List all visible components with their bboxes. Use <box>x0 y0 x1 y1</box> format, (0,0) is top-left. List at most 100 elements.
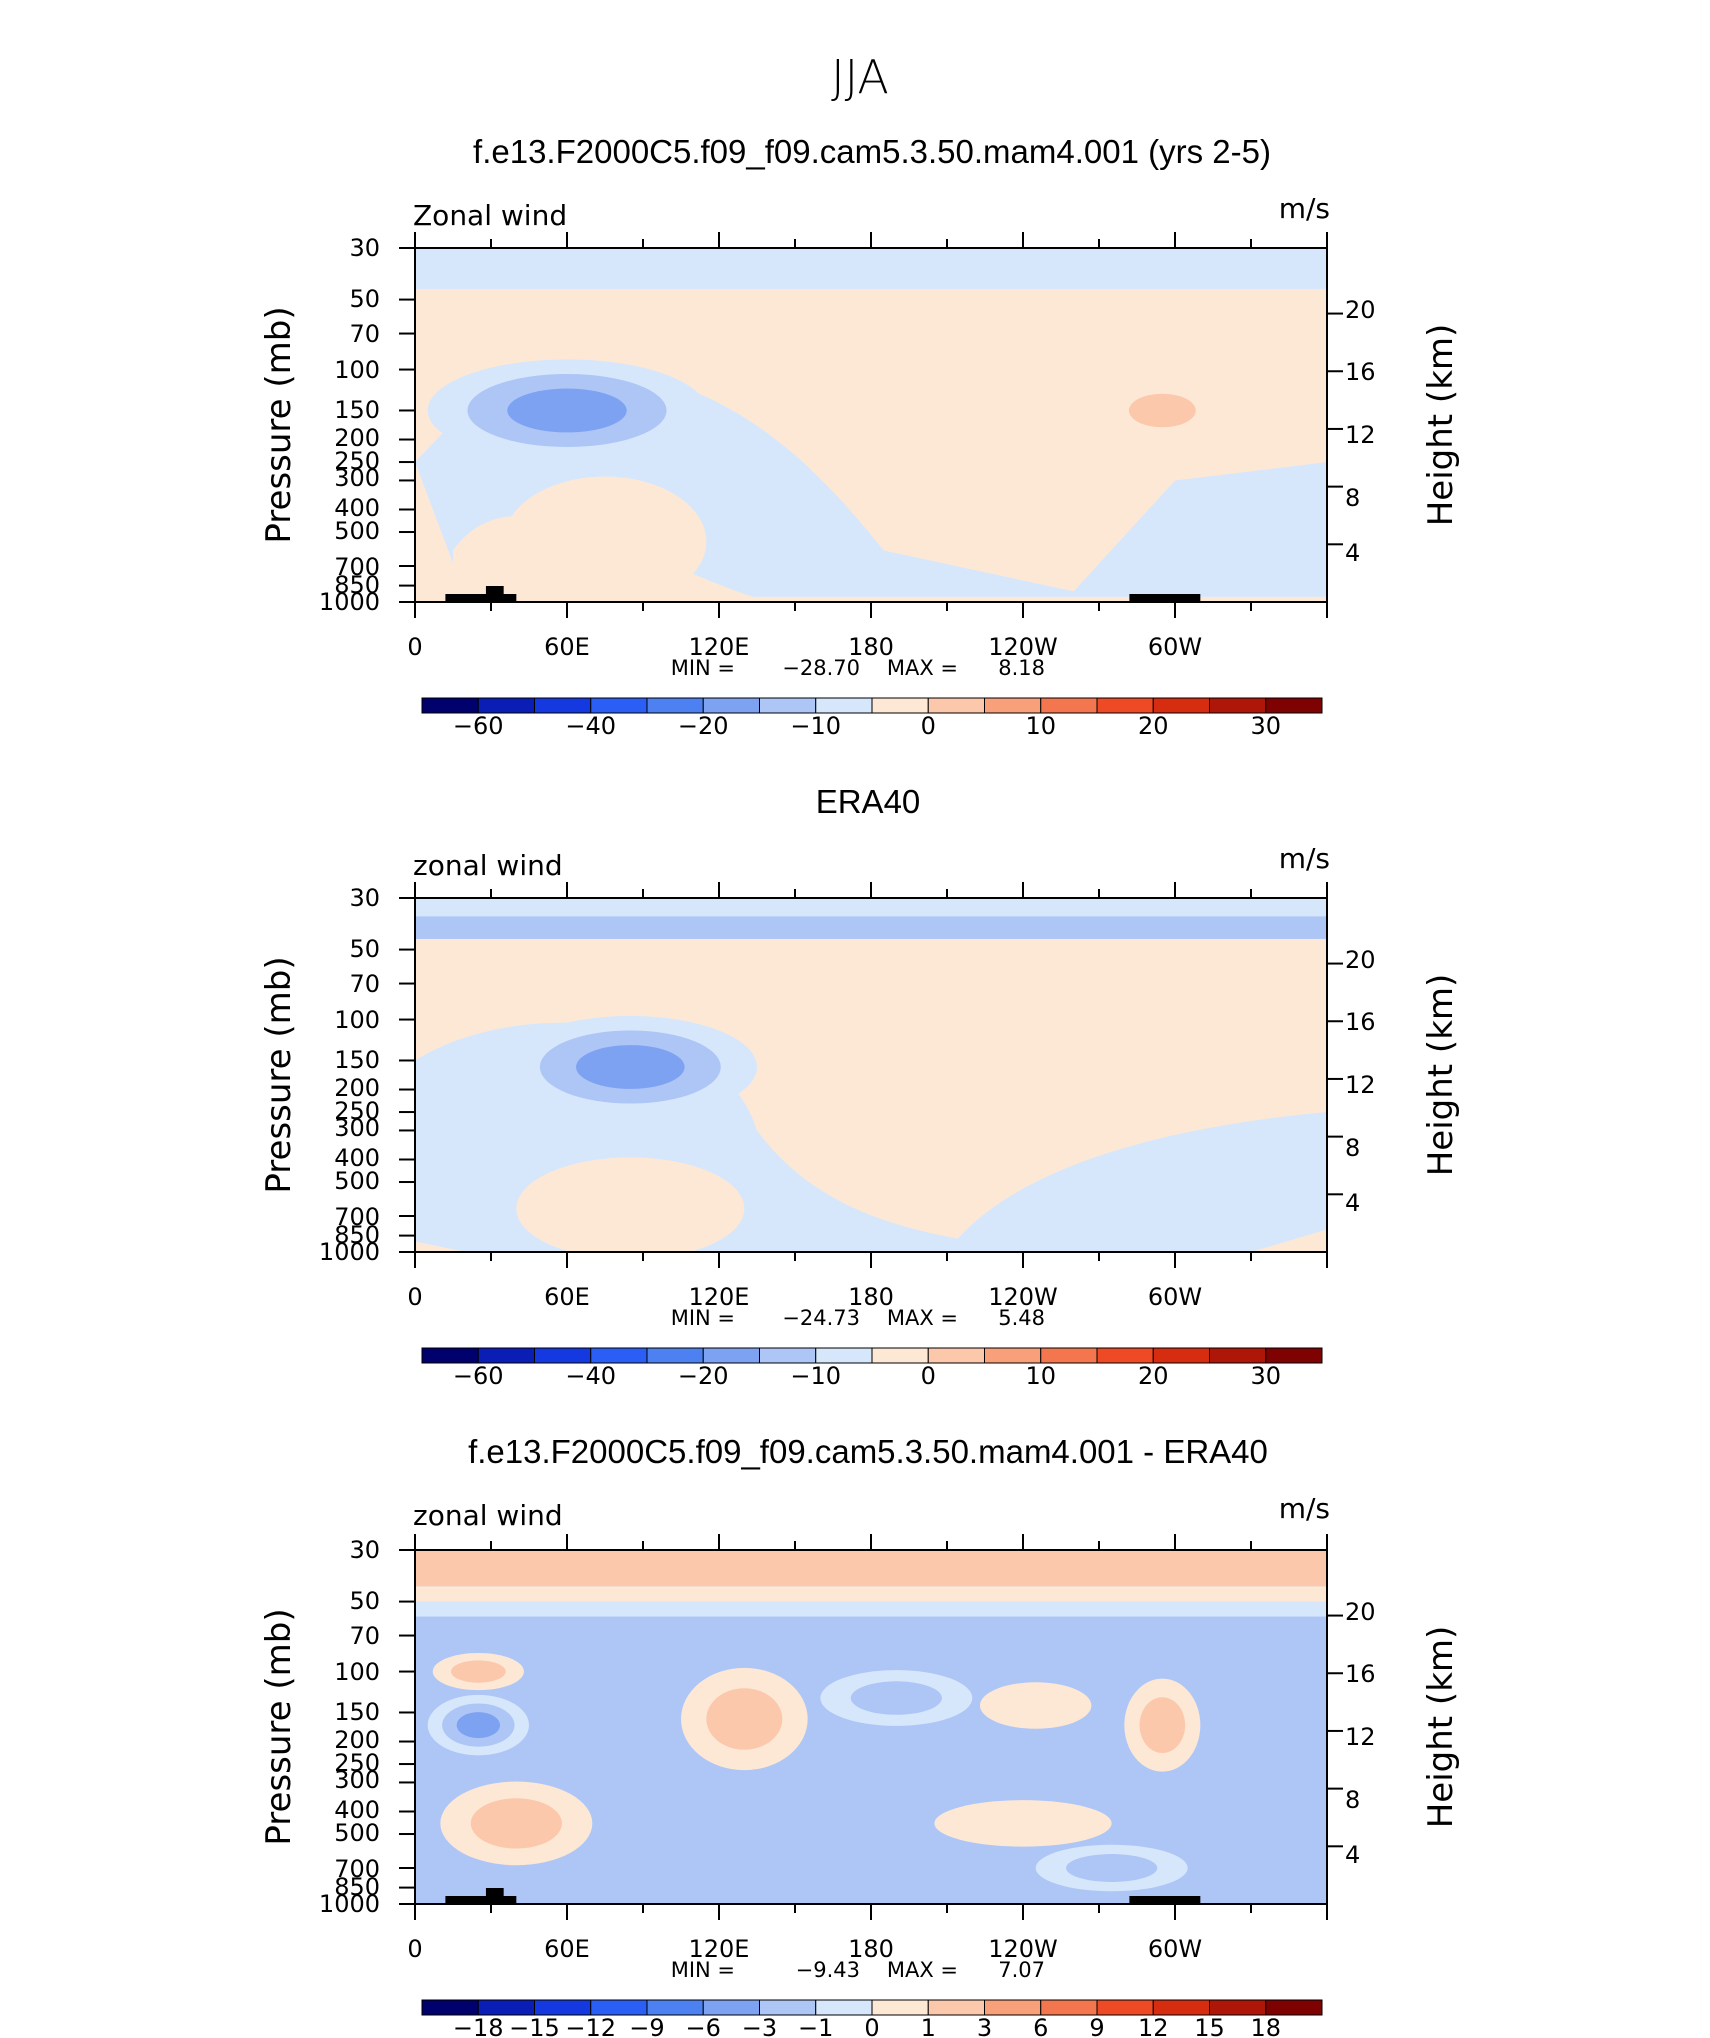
topography-mask <box>485 586 504 602</box>
colorbar-swatch <box>702 1347 760 1364</box>
y-tick-label: 700 <box>334 1855 380 1883</box>
x-tick-label: 0 <box>407 1935 422 1963</box>
negative-contour <box>507 388 627 433</box>
max-label: MAX = <box>887 1306 958 1330</box>
stratosphere-band <box>415 1550 1327 1587</box>
y-tick-label: 850 <box>334 1221 380 1249</box>
colorbar-swatch <box>1209 697 1267 714</box>
y-axis-title: Pressure (mb) <box>259 306 299 543</box>
y-tick-label: 250 <box>334 1097 380 1125</box>
x-tick-label: 60E <box>544 1283 590 1311</box>
variable-label: zonal wind <box>413 849 563 882</box>
y-tick-label: 50 <box>349 1587 380 1615</box>
colorbar-label: −3 <box>742 2014 777 2038</box>
colorbar-swatch <box>815 1999 873 2016</box>
x-tick-label: 120W <box>988 633 1058 661</box>
y-tick-label: 100 <box>334 1006 380 1034</box>
colorbar-swatch <box>421 697 479 714</box>
height-tick-label: 4 <box>1345 1841 1360 1869</box>
x-tick-label: 60W <box>1148 1283 1202 1311</box>
y-tick-label: 30 <box>349 1536 380 1564</box>
colorbar-swatch <box>421 1347 479 1364</box>
max-label: MAX = <box>887 656 958 680</box>
colorbar-swatch <box>1096 697 1154 714</box>
y-tick-label: 70 <box>349 320 380 348</box>
y-tick-label: 200 <box>334 1074 380 1102</box>
colorbar-label: 9 <box>1089 2014 1104 2038</box>
height-tick-label: 20 <box>1345 946 1376 974</box>
y-tick-label: 150 <box>334 1698 380 1726</box>
topography-mask <box>445 1896 517 1904</box>
positive-contour <box>706 1688 783 1750</box>
variable-label: Zonal wind <box>413 199 567 232</box>
positive-contour <box>1128 393 1196 428</box>
height-tick-label: 8 <box>1345 1786 1360 1814</box>
y-tick-label: 70 <box>349 1622 380 1650</box>
positive-contour <box>979 1682 1092 1729</box>
colorbar-swatch <box>927 697 985 714</box>
x-axis: 0 60E 120E 180 120W 60W <box>407 1935 1202 1963</box>
colorbar: −60 −40 −20 −10 0 10 20 30 <box>421 1347 1323 1390</box>
panel-reanalysis: ERA40 zonal wind m/s 0 60E 120E 180 120W… <box>259 783 1461 1390</box>
colorbar-label: −6 <box>686 2014 721 2038</box>
positive-contour <box>516 1157 745 1252</box>
colorbar-swatch <box>1209 1347 1267 1364</box>
colorbar-swatch <box>1040 697 1098 714</box>
stratosphere-band <box>415 248 1327 289</box>
colorbar-swatch <box>927 1999 985 2016</box>
colorbar-label: −40 <box>565 1362 616 1390</box>
y-tick-label: 700 <box>334 1203 380 1231</box>
colorbar-label: 20 <box>1138 1362 1169 1390</box>
y-tick-label: 850 <box>334 1873 380 1901</box>
x-tick-label: 0 <box>407 633 422 661</box>
x-tick-label: 120W <box>988 1283 1058 1311</box>
stratosphere-band <box>415 916 1327 939</box>
height-tick-label: 16 <box>1345 1008 1376 1036</box>
colorbar-swatch <box>1209 1999 1267 2016</box>
height-tick-label: 8 <box>1345 1134 1360 1162</box>
y-axis-left: 30 50 70 100 150 200 250 300 400 500 700… <box>319 1536 380 1918</box>
stratosphere-band <box>415 1601 1327 1617</box>
x-tick-label: 180 <box>848 1935 894 1963</box>
y-tick-label: 500 <box>334 1819 380 1847</box>
colorbar-label: −15 <box>509 2014 560 2038</box>
colorbar-swatch <box>1152 1347 1210 1364</box>
x-tick-label: 0 <box>407 1283 422 1311</box>
colorbar-label: 0 <box>921 712 936 740</box>
height-tick-label: 16 <box>1345 358 1376 386</box>
colorbar-label: −10 <box>790 712 841 740</box>
colorbar-swatch <box>534 697 592 714</box>
max-label: MAX = <box>887 1958 958 1982</box>
colorbar-swatch <box>702 1999 760 2016</box>
height-tick-label: 4 <box>1345 1189 1360 1217</box>
y-axis-right: 20 16 12 8 4 <box>1345 1598 1376 1869</box>
y-axis-left: 30 50 70 100 150 200 250 300 400 500 700… <box>319 884 380 1266</box>
y-axis-right-title: Height (km) <box>1421 1626 1461 1829</box>
y-axis-right: 20 16 12 8 4 <box>1345 946 1376 1217</box>
colorbar-label: 30 <box>1250 1362 1281 1390</box>
positive-contour <box>1139 1697 1186 1754</box>
x-tick-label: 120W <box>988 1935 1058 1963</box>
contour-field <box>415 1550 1327 1904</box>
colorbar-swatch <box>1096 1347 1154 1364</box>
colorbar-label: −20 <box>678 1362 729 1390</box>
y-tick-label: 50 <box>349 935 380 963</box>
colorbar-swatch <box>590 697 648 714</box>
y-tick-label: 400 <box>334 494 380 522</box>
colorbar-swatch <box>984 1347 1042 1364</box>
y-tick-label: 400 <box>334 1144 380 1172</box>
y-tick-label: 30 <box>349 884 380 912</box>
height-tick-label: 16 <box>1345 1660 1376 1688</box>
colorbar: −60 −40 −20 −10 0 10 20 30 <box>421 697 1323 740</box>
colorbar-swatch <box>646 697 704 714</box>
x-tick-label: 120E <box>689 1283 750 1311</box>
colorbar-swatch <box>984 697 1042 714</box>
colorbar-swatch <box>1152 697 1210 714</box>
colorbar-label: −1 <box>798 2014 833 2038</box>
height-tick-label: 12 <box>1345 1723 1376 1751</box>
panel-difference: f.e13.F2000C5.f09_f09.cam5.3.50.mam4.001… <box>259 1433 1461 2038</box>
colorbar-label: −18 <box>453 2014 504 2038</box>
y-tick-label: 200 <box>334 424 380 452</box>
y-tick-label: 300 <box>334 1766 380 1794</box>
colorbar-swatch <box>1040 1999 1098 2016</box>
